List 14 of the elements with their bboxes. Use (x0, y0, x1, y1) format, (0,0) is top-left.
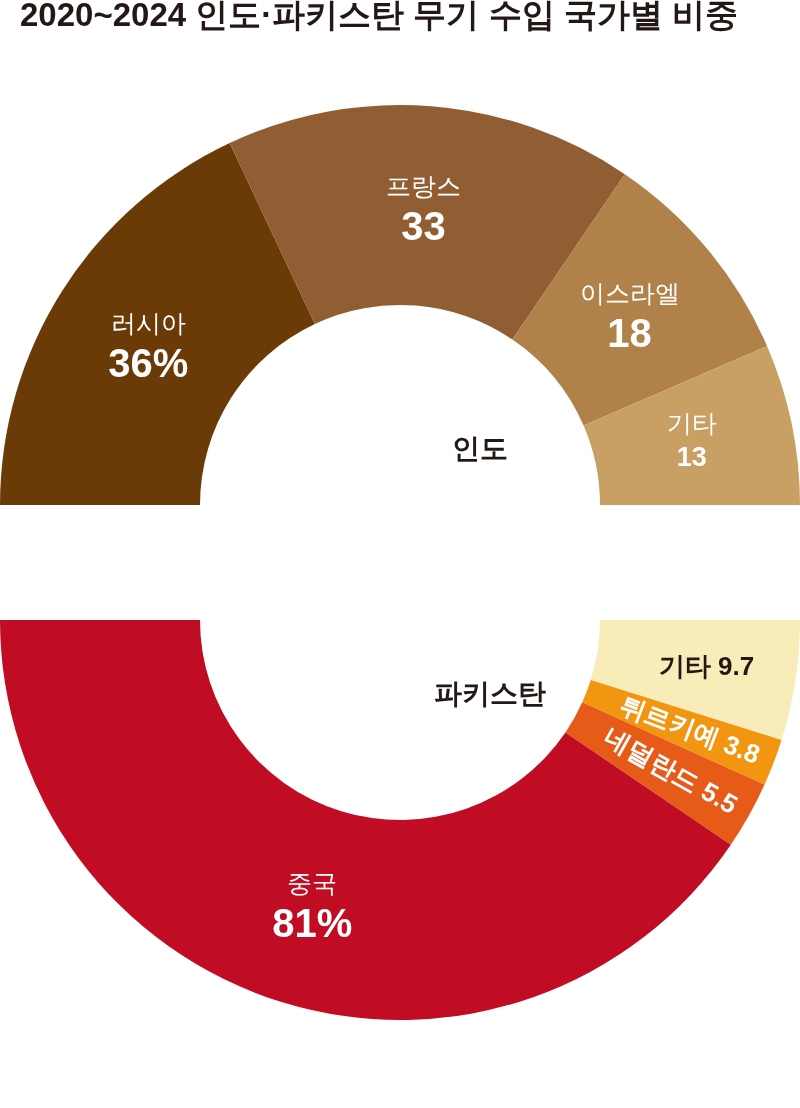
slice-label: 이스라엘 (579, 279, 680, 308)
slice-label: 기타 9.7 (658, 651, 755, 682)
data-label: 33 (401, 203, 446, 248)
slice-label: 중국 (287, 868, 338, 897)
chart-title: 2020~2024 인도·파키스탄 무기 수입 국가별 비중 (20, 0, 738, 33)
slice-label: 프랑스 (385, 171, 461, 200)
slice-label: 기타 (666, 408, 717, 437)
slice-label: 러시아 (110, 309, 186, 338)
data-label: 13 (676, 442, 707, 473)
text: 파키스탄 (434, 678, 546, 709)
data-label: 18 (607, 311, 652, 356)
data-label: 81% (272, 900, 353, 945)
data-label: 36% (108, 341, 189, 386)
text: 인도 (452, 433, 508, 464)
